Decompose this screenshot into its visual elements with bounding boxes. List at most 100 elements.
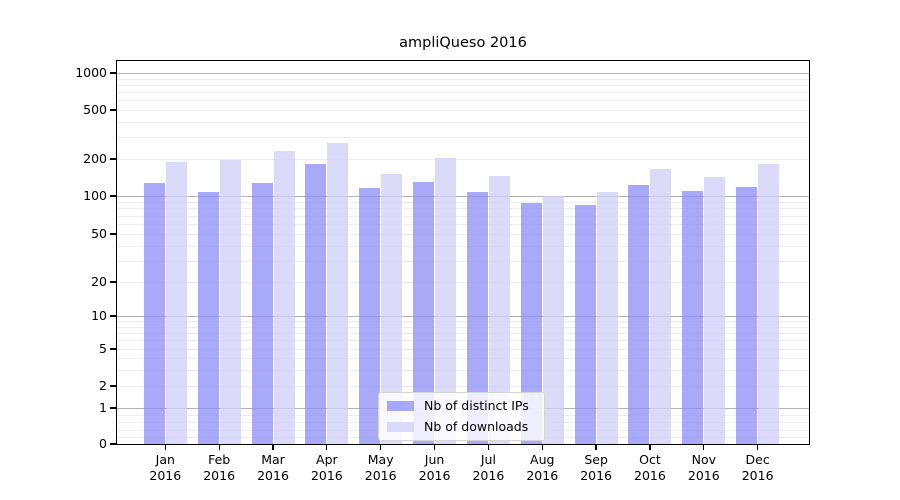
legend-swatch <box>387 401 414 411</box>
bar-aug-downloads <box>542 196 564 444</box>
y-tick-label: 500 <box>83 102 107 117</box>
x-tick-mark <box>272 444 274 450</box>
y-tick-mark <box>110 195 116 197</box>
minor-gridline <box>117 282 809 283</box>
legend: Nb of distinct IPs Nb of downloads <box>378 392 545 441</box>
y-tick-mark <box>110 348 116 350</box>
year-label: 2016 <box>526 467 559 483</box>
minor-gridline <box>117 92 809 94</box>
x-tick-mark <box>757 444 759 450</box>
x-tick-mark <box>487 444 490 450</box>
bar-dec-downloads <box>758 164 780 444</box>
minor-gridline <box>117 234 809 235</box>
minor-gridline <box>117 349 809 350</box>
x-tick-mark <box>595 444 597 450</box>
minor-gridline <box>117 159 809 160</box>
year-label: 2016 <box>580 467 612 483</box>
bar-feb-ips <box>197 191 219 444</box>
bar-sep-downloads <box>596 191 618 444</box>
y-tick-label: 2 <box>99 378 107 393</box>
y-tick-mark <box>110 72 116 74</box>
bar-jun-ips <box>413 181 435 444</box>
minor-gridline <box>117 340 809 342</box>
y-tick-mark <box>110 233 116 235</box>
year-label: 2016 <box>203 467 236 483</box>
legend-item: Nb of distinct IPs <box>387 398 536 414</box>
bar-jun-downloads <box>435 157 457 444</box>
y-tick-label: 5 <box>99 341 107 356</box>
y-tick-label: 50 <box>91 226 107 241</box>
x-tick-label: Feb 2016 <box>188 452 250 483</box>
year-label: 2016 <box>472 467 505 483</box>
month-label: Jun <box>424 452 445 467</box>
month-label: Aug <box>530 452 555 467</box>
minor-gridline <box>117 260 809 262</box>
x-tick-label: Jul 2016 <box>457 452 519 483</box>
month-label: Sep <box>584 452 608 467</box>
x-tick-label: Mar 2016 <box>242 452 304 483</box>
month-label: Apr <box>316 452 338 467</box>
minor-gridline <box>117 121 809 123</box>
minor-gridline <box>117 201 809 203</box>
bar-nov-downloads <box>704 176 726 444</box>
chart-title: ampliQueso 2016 <box>399 35 527 51</box>
y-tick-mark <box>110 385 116 387</box>
month-label: Jul <box>480 452 496 467</box>
bar-may-ips <box>359 188 381 444</box>
minor-gridline <box>117 84 809 86</box>
x-tick-label: Aug 2016 <box>511 452 573 483</box>
x-tick-mark <box>541 444 543 450</box>
month-label: Jan <box>155 452 175 467</box>
x-tick-label: Jun 2016 <box>404 452 466 483</box>
x-tick-label: May 2016 <box>350 452 412 483</box>
major-gridline <box>117 316 809 317</box>
y-tick-mark <box>110 109 116 111</box>
bar-oct-ips <box>628 184 650 444</box>
x-tick-label: Sep 2016 <box>565 452 627 483</box>
month-label: Nov <box>691 452 716 467</box>
minor-gridline <box>117 78 809 80</box>
bar-mar-downloads <box>273 151 295 444</box>
minor-gridline <box>117 137 809 139</box>
bar-jul-downloads <box>488 175 510 444</box>
x-tick-label: Oct 2016 <box>619 452 681 483</box>
year-label: 2016 <box>634 467 666 483</box>
bar-may-downloads <box>381 174 403 444</box>
x-tick-label: Jan 2016 <box>134 452 196 483</box>
month-label: Dec <box>745 452 770 467</box>
minor-gridline <box>117 386 809 387</box>
bar-feb-downloads <box>219 159 241 444</box>
minor-gridline <box>117 100 809 102</box>
major-gridline <box>117 73 809 74</box>
minor-gridline <box>117 358 809 359</box>
y-tick-label: 20 <box>91 274 107 289</box>
month-label: Mar <box>261 452 285 467</box>
minor-gridline <box>117 369 809 371</box>
x-tick-label: Dec 2016 <box>727 452 789 483</box>
x-tick-mark <box>649 444 651 450</box>
bar-oct-downloads <box>650 168 672 444</box>
x-tick-mark <box>164 444 166 450</box>
month-label: Oct <box>639 452 661 467</box>
x-tick-mark <box>218 444 220 450</box>
bar-jan-ips <box>143 183 165 444</box>
bar-dec-ips <box>736 187 758 444</box>
minor-gridline <box>117 208 809 210</box>
bar-sep-ips <box>574 204 596 444</box>
y-tick-mark <box>110 315 116 317</box>
legend-item: Nb of downloads <box>387 419 536 435</box>
y-tick-mark <box>110 407 116 409</box>
minor-gridline <box>117 215 809 217</box>
y-tick-label: 1000 <box>75 65 107 80</box>
year-label: 2016 <box>741 467 774 483</box>
y-tick-label: 1 <box>99 400 107 415</box>
year-label: 2016 <box>418 467 451 483</box>
plot-area <box>117 61 809 444</box>
minor-gridline <box>117 321 809 323</box>
bar-jan-downloads <box>165 161 187 444</box>
minor-gridline <box>117 326 809 328</box>
x-tick-mark <box>380 444 382 450</box>
y-tick-label: 100 <box>83 188 107 203</box>
year-label: 2016 <box>310 467 343 483</box>
